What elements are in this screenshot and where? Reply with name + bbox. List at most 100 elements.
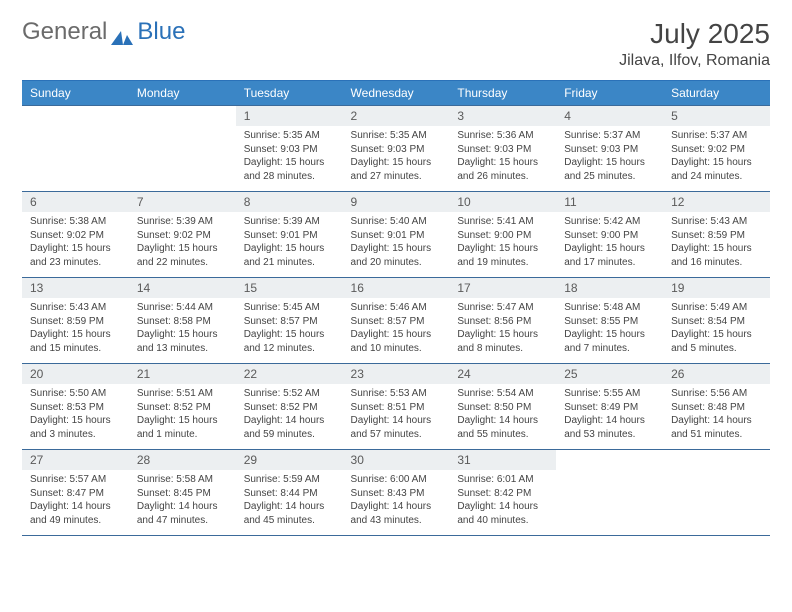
day-number: 16 <box>343 278 450 298</box>
day-body: Sunrise: 5:50 AMSunset: 8:53 PMDaylight:… <box>22 384 129 447</box>
calendar-day-cell: 2Sunrise: 5:35 AMSunset: 9:03 PMDaylight… <box>343 106 450 192</box>
calendar-table: Sunday Monday Tuesday Wednesday Thursday… <box>22 80 770 536</box>
day-number: 25 <box>556 364 663 384</box>
day-number: 18 <box>556 278 663 298</box>
calendar-day-cell <box>22 106 129 192</box>
day-body: Sunrise: 6:00 AMSunset: 8:43 PMDaylight:… <box>343 470 450 533</box>
calendar-day-cell: 17Sunrise: 5:47 AMSunset: 8:56 PMDayligh… <box>449 278 556 364</box>
day-number: 11 <box>556 192 663 212</box>
calendar-day-cell: 15Sunrise: 5:45 AMSunset: 8:57 PMDayligh… <box>236 278 343 364</box>
calendar-day-cell: 31Sunrise: 6:01 AMSunset: 8:42 PMDayligh… <box>449 450 556 536</box>
month-title: July 2025 <box>619 18 770 50</box>
day-body: Sunrise: 5:39 AMSunset: 9:01 PMDaylight:… <box>236 212 343 275</box>
logo-icon <box>111 24 133 40</box>
day-body: Sunrise: 5:39 AMSunset: 9:02 PMDaylight:… <box>129 212 236 275</box>
day-body: Sunrise: 5:44 AMSunset: 8:58 PMDaylight:… <box>129 298 236 361</box>
day-body: Sunrise: 5:36 AMSunset: 9:03 PMDaylight:… <box>449 126 556 189</box>
calendar-day-cell: 24Sunrise: 5:54 AMSunset: 8:50 PMDayligh… <box>449 364 556 450</box>
calendar-day-cell: 28Sunrise: 5:58 AMSunset: 8:45 PMDayligh… <box>129 450 236 536</box>
calendar-day-cell: 20Sunrise: 5:50 AMSunset: 8:53 PMDayligh… <box>22 364 129 450</box>
calendar-day-cell: 29Sunrise: 5:59 AMSunset: 8:44 PMDayligh… <box>236 450 343 536</box>
calendar-day-cell: 7Sunrise: 5:39 AMSunset: 9:02 PMDaylight… <box>129 192 236 278</box>
logo: General Blue <box>22 18 185 46</box>
day-body: Sunrise: 5:59 AMSunset: 8:44 PMDaylight:… <box>236 470 343 533</box>
day-body: Sunrise: 5:46 AMSunset: 8:57 PMDaylight:… <box>343 298 450 361</box>
calendar-day-cell: 5Sunrise: 5:37 AMSunset: 9:02 PMDaylight… <box>663 106 770 192</box>
weekday-header: Thursday <box>449 81 556 106</box>
calendar-day-cell: 18Sunrise: 5:48 AMSunset: 8:55 PMDayligh… <box>556 278 663 364</box>
day-number: 20 <box>22 364 129 384</box>
day-body: Sunrise: 5:58 AMSunset: 8:45 PMDaylight:… <box>129 470 236 533</box>
day-number: 4 <box>556 106 663 126</box>
calendar-body: 1Sunrise: 5:35 AMSunset: 9:03 PMDaylight… <box>22 106 770 536</box>
day-number: 26 <box>663 364 770 384</box>
calendar-week-row: 6Sunrise: 5:38 AMSunset: 9:02 PMDaylight… <box>22 192 770 278</box>
calendar-day-cell: 11Sunrise: 5:42 AMSunset: 9:00 PMDayligh… <box>556 192 663 278</box>
day-body: Sunrise: 5:41 AMSunset: 9:00 PMDaylight:… <box>449 212 556 275</box>
weekday-row: Sunday Monday Tuesday Wednesday Thursday… <box>22 81 770 106</box>
calendar-day-cell: 3Sunrise: 5:36 AMSunset: 9:03 PMDaylight… <box>449 106 556 192</box>
calendar-day-cell: 4Sunrise: 5:37 AMSunset: 9:03 PMDaylight… <box>556 106 663 192</box>
day-body: Sunrise: 5:47 AMSunset: 8:56 PMDaylight:… <box>449 298 556 361</box>
day-number: 8 <box>236 192 343 212</box>
weekday-header: Friday <box>556 81 663 106</box>
calendar-day-cell: 12Sunrise: 5:43 AMSunset: 8:59 PMDayligh… <box>663 192 770 278</box>
day-number: 19 <box>663 278 770 298</box>
calendar-day-cell: 19Sunrise: 5:49 AMSunset: 8:54 PMDayligh… <box>663 278 770 364</box>
day-number: 17 <box>449 278 556 298</box>
day-number: 30 <box>343 450 450 470</box>
day-number: 22 <box>236 364 343 384</box>
calendar-day-cell: 27Sunrise: 5:57 AMSunset: 8:47 PMDayligh… <box>22 450 129 536</box>
day-number: 1 <box>236 106 343 126</box>
calendar-day-cell: 10Sunrise: 5:41 AMSunset: 9:00 PMDayligh… <box>449 192 556 278</box>
header: General Blue July 2025 Jilava, Ilfov, Ro… <box>22 18 770 70</box>
calendar-day-cell <box>129 106 236 192</box>
day-body: Sunrise: 5:38 AMSunset: 9:02 PMDaylight:… <box>22 212 129 275</box>
calendar-day-cell <box>556 450 663 536</box>
day-body: Sunrise: 5:51 AMSunset: 8:52 PMDaylight:… <box>129 384 236 447</box>
logo-text-blue: Blue <box>137 18 185 46</box>
weekday-header: Saturday <box>663 81 770 106</box>
day-body: Sunrise: 5:53 AMSunset: 8:51 PMDaylight:… <box>343 384 450 447</box>
location: Jilava, Ilfov, Romania <box>619 52 770 70</box>
calendar-day-cell: 25Sunrise: 5:55 AMSunset: 8:49 PMDayligh… <box>556 364 663 450</box>
calendar-day-cell: 26Sunrise: 5:56 AMSunset: 8:48 PMDayligh… <box>663 364 770 450</box>
day-number: 15 <box>236 278 343 298</box>
day-body: Sunrise: 5:56 AMSunset: 8:48 PMDaylight:… <box>663 384 770 447</box>
day-body: Sunrise: 5:35 AMSunset: 9:03 PMDaylight:… <box>236 126 343 189</box>
calendar-week-row: 13Sunrise: 5:43 AMSunset: 8:59 PMDayligh… <box>22 278 770 364</box>
day-body: Sunrise: 5:37 AMSunset: 9:02 PMDaylight:… <box>663 126 770 189</box>
day-number: 13 <box>22 278 129 298</box>
day-number: 23 <box>343 364 450 384</box>
weekday-header: Wednesday <box>343 81 450 106</box>
day-number: 2 <box>343 106 450 126</box>
day-body: Sunrise: 6:01 AMSunset: 8:42 PMDaylight:… <box>449 470 556 533</box>
calendar-day-cell: 14Sunrise: 5:44 AMSunset: 8:58 PMDayligh… <box>129 278 236 364</box>
day-body: Sunrise: 5:48 AMSunset: 8:55 PMDaylight:… <box>556 298 663 361</box>
day-number: 6 <box>22 192 129 212</box>
calendar-day-cell: 13Sunrise: 5:43 AMSunset: 8:59 PMDayligh… <box>22 278 129 364</box>
weekday-header: Tuesday <box>236 81 343 106</box>
weekday-header: Monday <box>129 81 236 106</box>
day-body: Sunrise: 5:52 AMSunset: 8:52 PMDaylight:… <box>236 384 343 447</box>
day-body: Sunrise: 5:40 AMSunset: 9:01 PMDaylight:… <box>343 212 450 275</box>
day-body: Sunrise: 5:57 AMSunset: 8:47 PMDaylight:… <box>22 470 129 533</box>
day-number: 5 <box>663 106 770 126</box>
day-number: 28 <box>129 450 236 470</box>
calendar-week-row: 1Sunrise: 5:35 AMSunset: 9:03 PMDaylight… <box>22 106 770 192</box>
day-number: 9 <box>343 192 450 212</box>
day-body: Sunrise: 5:42 AMSunset: 9:00 PMDaylight:… <box>556 212 663 275</box>
calendar-day-cell: 30Sunrise: 6:00 AMSunset: 8:43 PMDayligh… <box>343 450 450 536</box>
day-body: Sunrise: 5:45 AMSunset: 8:57 PMDaylight:… <box>236 298 343 361</box>
day-number: 12 <box>663 192 770 212</box>
day-number: 21 <box>129 364 236 384</box>
calendar-day-cell: 8Sunrise: 5:39 AMSunset: 9:01 PMDaylight… <box>236 192 343 278</box>
day-number: 27 <box>22 450 129 470</box>
weekday-header: Sunday <box>22 81 129 106</box>
day-body: Sunrise: 5:55 AMSunset: 8:49 PMDaylight:… <box>556 384 663 447</box>
calendar-day-cell: 16Sunrise: 5:46 AMSunset: 8:57 PMDayligh… <box>343 278 450 364</box>
calendar-day-cell: 22Sunrise: 5:52 AMSunset: 8:52 PMDayligh… <box>236 364 343 450</box>
day-body: Sunrise: 5:54 AMSunset: 8:50 PMDaylight:… <box>449 384 556 447</box>
calendar-week-row: 20Sunrise: 5:50 AMSunset: 8:53 PMDayligh… <box>22 364 770 450</box>
calendar-day-cell: 9Sunrise: 5:40 AMSunset: 9:01 PMDaylight… <box>343 192 450 278</box>
